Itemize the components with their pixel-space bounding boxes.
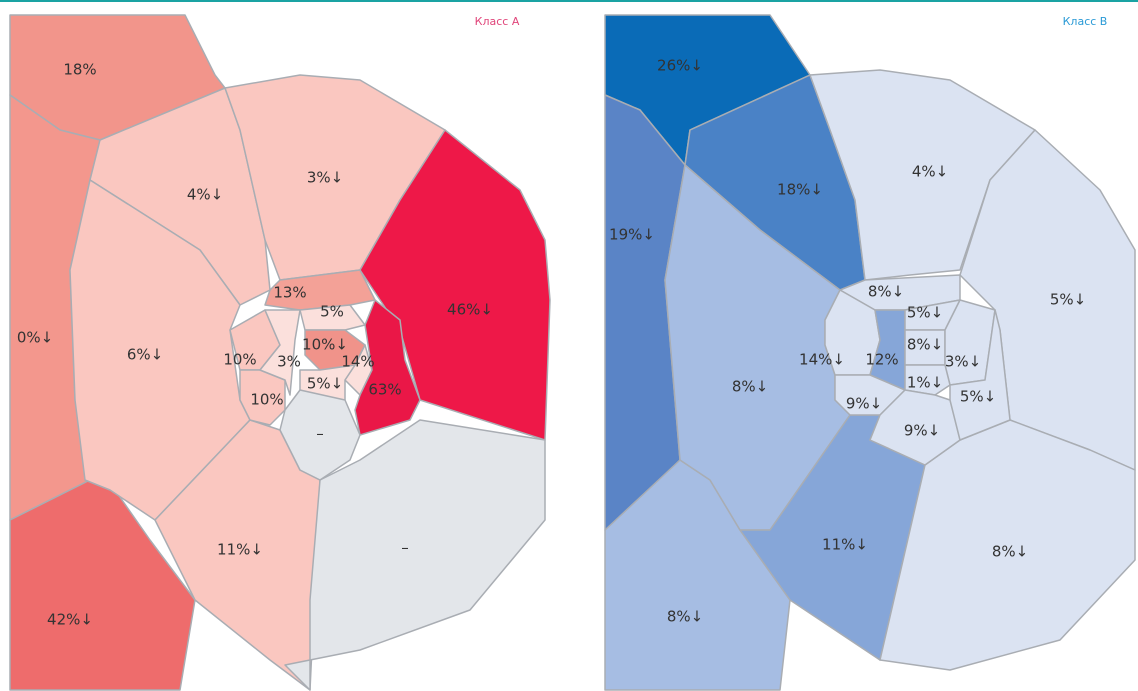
district-label: 63%	[368, 381, 401, 399]
district-label: 42%↓	[47, 611, 93, 629]
district-label: 9%↓	[846, 395, 882, 413]
district-label: 4%↓	[187, 186, 223, 204]
district-label: 5%↓	[307, 375, 343, 393]
district-label: 18%	[63, 61, 96, 79]
district-label: 13%	[273, 284, 306, 302]
district-label: 9%↓	[904, 422, 940, 440]
district	[354, 299, 421, 436]
district-label: –	[401, 539, 409, 557]
district-label: 4%↓	[912, 163, 948, 181]
district-label: 14%↓	[799, 351, 845, 369]
district-label: 1%↓	[907, 374, 943, 392]
district-label: 5%	[320, 303, 344, 321]
district-label: –	[316, 425, 324, 443]
district-label: 6%↓	[127, 346, 163, 364]
map-title: Класс В	[1063, 15, 1108, 28]
district-label: 11%↓	[217, 541, 263, 559]
district-label: 46%↓	[447, 301, 493, 319]
district-label: 10%↓	[302, 336, 348, 354]
district	[259, 309, 301, 396]
district-label: 3%↓	[945, 353, 981, 371]
district-label: 5%↓	[1050, 291, 1086, 309]
district-label: 0%↓	[17, 329, 53, 347]
district-label: 3%↓	[307, 169, 343, 187]
district	[904, 364, 951, 396]
district-label: 3%	[277, 353, 301, 371]
district-label: 8%↓	[732, 378, 768, 396]
district	[284, 419, 546, 691]
map-class-a: 18% 0%↓ 42%↓ 4%↓ 3%↓ 46%↓ 6%↓ 11%↓ – 13% 10% 10% 3% 5…	[9, 14, 551, 691]
district-label: 18%↓	[777, 181, 823, 199]
district-label: 10%	[250, 391, 283, 409]
district-label: 14%	[341, 353, 374, 371]
district-label: 8%↓	[667, 608, 703, 626]
district	[264, 269, 376, 311]
district-label: 12%	[865, 351, 898, 369]
district-label: 5%↓	[907, 304, 943, 322]
district	[299, 304, 366, 331]
map-class-b: 26%↓19%↓8%↓18%↓4%↓5%↓8%↓11%↓ 8%↓8%↓14%↓ 12…	[604, 14, 1136, 691]
district	[279, 389, 361, 481]
map-title: Класс А	[475, 15, 520, 28]
district-label: 8%↓	[868, 283, 904, 301]
district-label: 26%↓	[657, 57, 703, 75]
district-label: 19%↓	[609, 226, 655, 244]
district-label: 10%	[223, 351, 256, 369]
district-label: 8%↓	[992, 543, 1028, 561]
district	[809, 69, 1036, 281]
district-label: 5%↓	[960, 388, 996, 406]
district	[949, 309, 1011, 441]
district-label: 8%↓	[907, 336, 943, 354]
district-label: 11%↓	[822, 536, 868, 554]
